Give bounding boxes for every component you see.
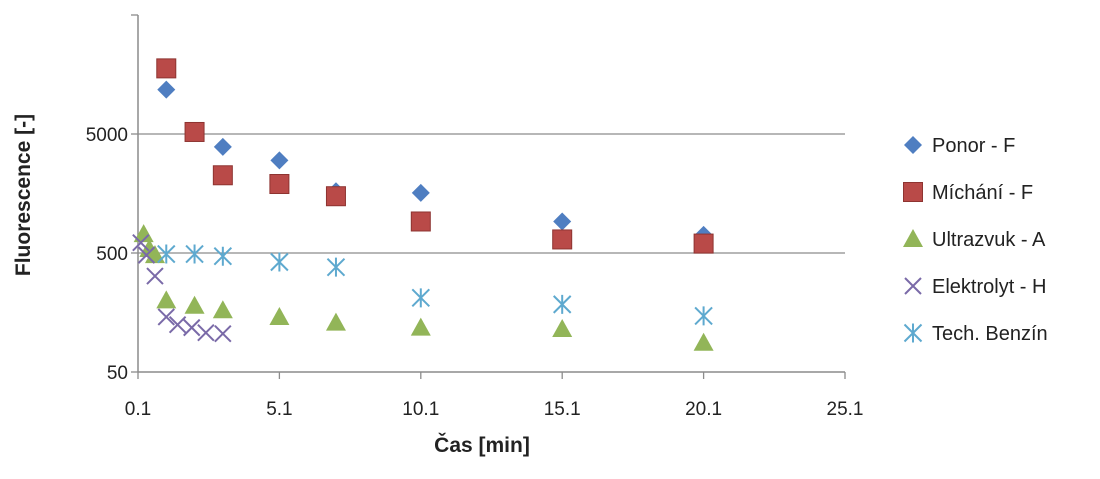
data-point <box>157 308 175 326</box>
data-point <box>184 295 205 314</box>
legend-label: Míchání - F <box>932 182 1033 204</box>
legend-label: Elektrolyt - H <box>932 276 1046 298</box>
data-point <box>552 294 572 314</box>
y-tick-label: 50 <box>107 363 128 384</box>
x-tick-label: 5.1 <box>266 399 292 420</box>
series-points <box>157 244 713 326</box>
data-point <box>132 234 150 252</box>
data-point <box>693 332 714 351</box>
legend-label: Ponor - F <box>932 135 1015 157</box>
legend-marker <box>903 229 923 247</box>
legend-marker <box>904 136 922 154</box>
data-point <box>410 317 431 336</box>
legend-label: Ultrazvuk - A <box>932 229 1046 251</box>
data-point <box>694 306 713 326</box>
x-axis-title: Čas [min] <box>434 433 530 457</box>
data-point <box>270 151 289 170</box>
data-point <box>157 80 176 99</box>
data-point <box>325 186 346 207</box>
legend-label: Tech. Benzín <box>932 323 1048 345</box>
data-point <box>693 233 714 254</box>
data-point <box>552 229 573 250</box>
x-tick-label: 15.1 <box>544 399 581 420</box>
x-tick-label: 10.1 <box>402 399 439 420</box>
legend-item: Elektrolyt - H <box>904 276 1046 298</box>
data-point <box>212 300 233 319</box>
legend: Ponor - F Míchání - F Ultrazvuk - A Elektro… <box>903 135 1048 345</box>
y-tick-label: 5000 <box>86 125 128 146</box>
legend-marker <box>903 182 923 202</box>
data-point <box>270 252 289 272</box>
data-point <box>156 290 177 309</box>
data-point <box>168 315 187 334</box>
x-tick-label: 20.1 <box>685 399 722 420</box>
series-points <box>156 58 714 254</box>
data-point <box>552 318 573 337</box>
data-point <box>184 121 205 142</box>
legend-item: Tech. Benzín <box>903 323 1048 345</box>
data-points <box>132 58 714 351</box>
data-point <box>212 165 233 186</box>
grid <box>138 133 845 254</box>
data-point <box>411 288 431 308</box>
data-point <box>269 174 290 195</box>
legend-item: Míchání - F <box>903 182 1033 204</box>
data-point <box>214 324 232 343</box>
data-point <box>156 58 177 79</box>
data-point <box>553 212 572 231</box>
data-point <box>410 211 431 232</box>
x-tick-label: 0.1 <box>125 399 151 420</box>
y-axis-title: Fluorescence [-] <box>12 114 35 276</box>
legend-marker <box>903 323 923 343</box>
data-point <box>133 224 154 243</box>
data-point <box>326 257 346 277</box>
legend-marker <box>904 277 922 295</box>
data-point <box>185 244 204 264</box>
data-point <box>146 267 164 285</box>
data-point <box>183 318 201 337</box>
data-point <box>269 306 290 325</box>
axes: 50 500 5000 0.1 5.1 10.1 15.1 20.1 25.1 <box>86 14 864 420</box>
data-point <box>325 312 346 331</box>
data-point <box>213 246 233 266</box>
data-point <box>137 246 156 264</box>
legend-item: Ultrazvuk - A <box>903 229 1046 251</box>
data-point <box>157 244 176 264</box>
series-points <box>157 80 713 244</box>
data-point <box>411 183 430 202</box>
data-point <box>197 323 215 342</box>
x-tick-label: 25.1 <box>827 399 864 420</box>
series-points <box>132 234 232 343</box>
data-point <box>213 137 232 156</box>
legend-item: Ponor - F <box>904 135 1015 157</box>
y-tick-label: 500 <box>96 244 128 265</box>
series-points <box>133 224 714 351</box>
